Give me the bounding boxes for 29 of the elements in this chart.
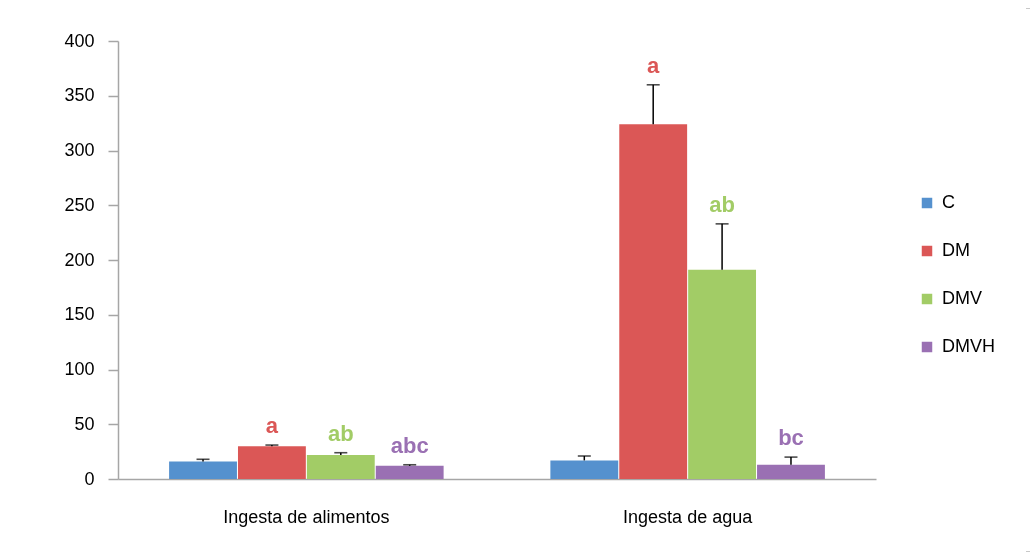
legend-label: DMV: [942, 288, 982, 308]
data-label: a: [647, 52, 661, 78]
data-label: abc: [390, 432, 429, 458]
data-label: ab: [327, 420, 354, 446]
y-tick-label: 400: [64, 30, 95, 51]
y-tick-label: 300: [64, 140, 95, 160]
bar: [619, 124, 688, 479]
data-label: a: [265, 413, 279, 439]
legend-label: DM: [942, 240, 970, 260]
data-label: ab: [709, 191, 735, 217]
bar: [306, 454, 375, 479]
y-tick-label: 100: [64, 359, 95, 379]
data-label: bc: [778, 425, 804, 451]
y-tick-label: 50: [74, 413, 95, 434]
legend-label: DMVH: [942, 336, 995, 356]
x-tick-label: Ingesta de alimentos: [223, 506, 390, 527]
bar: [375, 465, 444, 479]
bar: [757, 464, 825, 479]
y-tick-label: 250: [64, 194, 95, 215]
x-tick-label: Ingesta de agua: [623, 506, 754, 527]
legend-label: C: [942, 192, 955, 212]
bar: [169, 461, 237, 479]
bar: [688, 269, 757, 479]
y-tick-label: 350: [64, 85, 95, 106]
bar: [550, 460, 619, 479]
y-tick-label: 200: [64, 249, 95, 270]
y-tick-label: 0: [84, 468, 95, 489]
y-tick-label: 150: [64, 304, 95, 325]
bar: [237, 446, 306, 479]
